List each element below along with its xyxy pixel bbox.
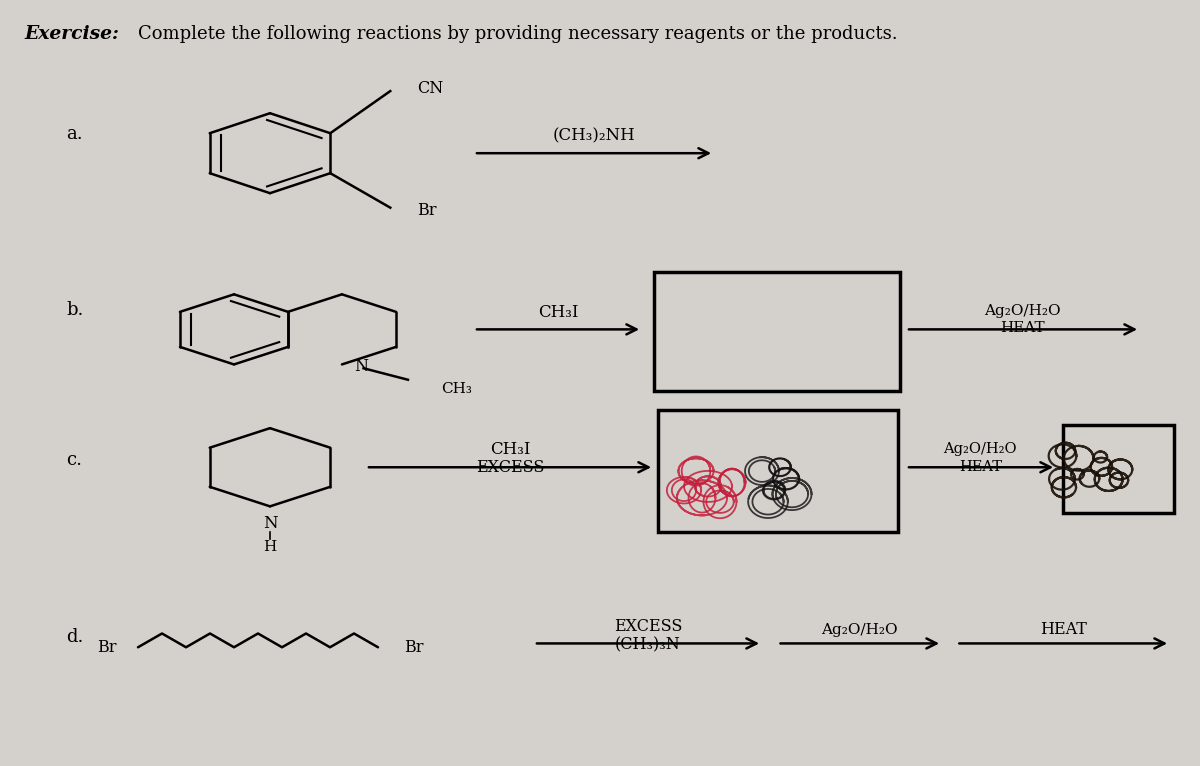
Text: CH₃: CH₃ bbox=[442, 382, 473, 396]
Text: H: H bbox=[263, 540, 277, 554]
Text: Ag₂O/H₂O: Ag₂O/H₂O bbox=[943, 442, 1018, 456]
Text: Ag₂O/H₂O: Ag₂O/H₂O bbox=[984, 304, 1061, 318]
Text: CN: CN bbox=[416, 80, 443, 97]
Text: Exercise:: Exercise: bbox=[24, 25, 119, 44]
Text: b.: b. bbox=[66, 301, 83, 319]
Text: EXCESS: EXCESS bbox=[476, 459, 544, 476]
Text: HEAT: HEAT bbox=[1039, 621, 1087, 638]
Text: HEAT: HEAT bbox=[1000, 321, 1045, 335]
Bar bbox=[654, 272, 900, 391]
Text: a.: a. bbox=[66, 125, 83, 143]
Bar bbox=[1063, 425, 1174, 513]
Text: Br: Br bbox=[404, 639, 424, 656]
Text: Complete the following reactions by providing necessary reagents or the products: Complete the following reactions by prov… bbox=[138, 25, 898, 44]
Text: c.: c. bbox=[66, 450, 82, 469]
Text: CH₃I: CH₃I bbox=[538, 304, 578, 321]
Text: Br: Br bbox=[97, 639, 116, 656]
Text: Br: Br bbox=[416, 202, 436, 219]
Text: N: N bbox=[263, 515, 277, 532]
Bar bbox=[658, 410, 898, 532]
Text: d.: d. bbox=[66, 628, 83, 647]
Text: N: N bbox=[354, 358, 368, 375]
Text: Ag₂O/H₂O: Ag₂O/H₂O bbox=[821, 623, 898, 637]
Text: HEAT: HEAT bbox=[959, 460, 1002, 474]
Text: (CH₃)₂NH: (CH₃)₂NH bbox=[553, 127, 635, 144]
Text: CH₃I: CH₃I bbox=[490, 441, 530, 458]
Text: (CH₃)₃N: (CH₃)₃N bbox=[616, 637, 680, 653]
Text: EXCESS: EXCESS bbox=[614, 618, 682, 635]
